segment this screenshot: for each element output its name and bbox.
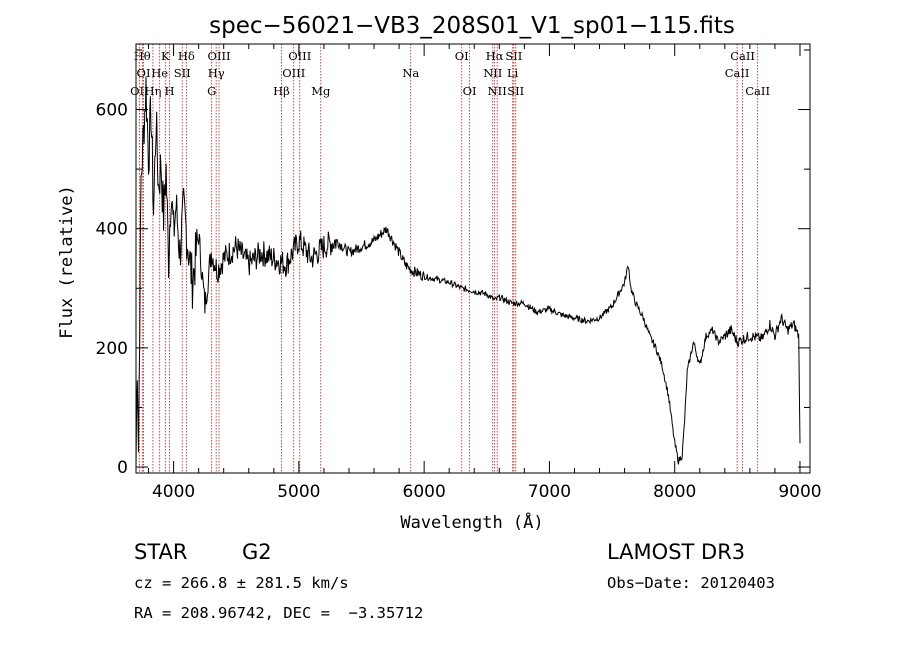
x-tick-label-4: 8000 <box>653 482 696 502</box>
marker-label-16: Na <box>402 66 419 80</box>
marker-label-2: OI <box>137 66 151 80</box>
x-tick-label-2: 6000 <box>403 482 446 502</box>
marker-label-13: OIII <box>282 66 305 80</box>
object-type: STAR <box>134 540 188 564</box>
marker-label-15: Mg <box>311 84 331 98</box>
marker-label-12: Hβ <box>273 84 290 98</box>
y-tick-label-0: 0 <box>117 458 128 478</box>
observation-date: Obs−Date: 20120403 <box>607 574 775 592</box>
marker-label-27: CaII <box>745 84 770 98</box>
spectrum-line-0 <box>135 76 801 468</box>
x-axis-label: Wavelength (Å) <box>400 511 543 533</box>
marker-label-8: Hδ <box>178 49 195 63</box>
marker-label-19: NII <box>483 66 502 80</box>
marker-label-3: Hη <box>144 84 161 98</box>
survey-name: LAMOST DR3 <box>607 540 746 564</box>
marker-label-22: Li <box>507 66 519 80</box>
marker-label-5: K <box>161 49 170 63</box>
chart-title: spec−56021−VB3_208S01_V1_sp01−115.fits <box>209 13 735 39</box>
marker-label-9: G <box>207 84 216 98</box>
marker-label-17: OI <box>455 49 469 63</box>
redshift-cz: cz = 266.8 ± 281.5 km/s <box>134 574 349 592</box>
marker-label-11: OIII <box>208 49 231 63</box>
coordinates: RA = 208.96742, DEC = −3.35712 <box>134 604 424 622</box>
x-tick-label-0: 4000 <box>152 482 195 502</box>
y-tick-label-3: 600 <box>96 101 128 121</box>
y-tick-label-1: 200 <box>96 339 128 359</box>
marker-label-26: CaII <box>730 49 755 63</box>
marker-label-6: H <box>165 84 175 98</box>
x-tick-label-5: 9000 <box>778 482 821 502</box>
spectrum-series <box>135 76 801 468</box>
marker-label-21: NII <box>488 84 507 98</box>
axis-ticks: 4000 5000 6000 7000 8000 9000 0 200 400 600 <box>96 44 822 502</box>
marker-label-23: SII <box>505 49 522 63</box>
marker-label-20: Hα <box>486 49 504 63</box>
marker-label-14: OIII <box>288 49 311 63</box>
plot-frame <box>135 43 811 474</box>
marker-label-0: OII <box>130 84 149 98</box>
y-axis-label: Flux (relative) <box>57 185 77 339</box>
emission-line-markers: OII Hθ OI Hη He K H SII Hδ G Hγ OIII Hβ OIII OIII Mg Na O… <box>130 44 770 473</box>
marker-label-10: Hγ <box>208 66 225 80</box>
x-tick-label-1: 5000 <box>277 482 320 502</box>
marker-label-18: OI <box>463 84 477 98</box>
marker-label-25: CaII <box>725 66 750 80</box>
marker-label-4: He <box>151 66 168 80</box>
object-subclass: G2 <box>242 540 272 564</box>
marker-label-24: SII <box>507 84 524 98</box>
marker-label-7: SII <box>174 66 191 80</box>
marker-label-1: Hθ <box>134 49 151 63</box>
x-tick-label-3: 7000 <box>528 482 571 502</box>
y-tick-label-2: 400 <box>96 220 128 240</box>
